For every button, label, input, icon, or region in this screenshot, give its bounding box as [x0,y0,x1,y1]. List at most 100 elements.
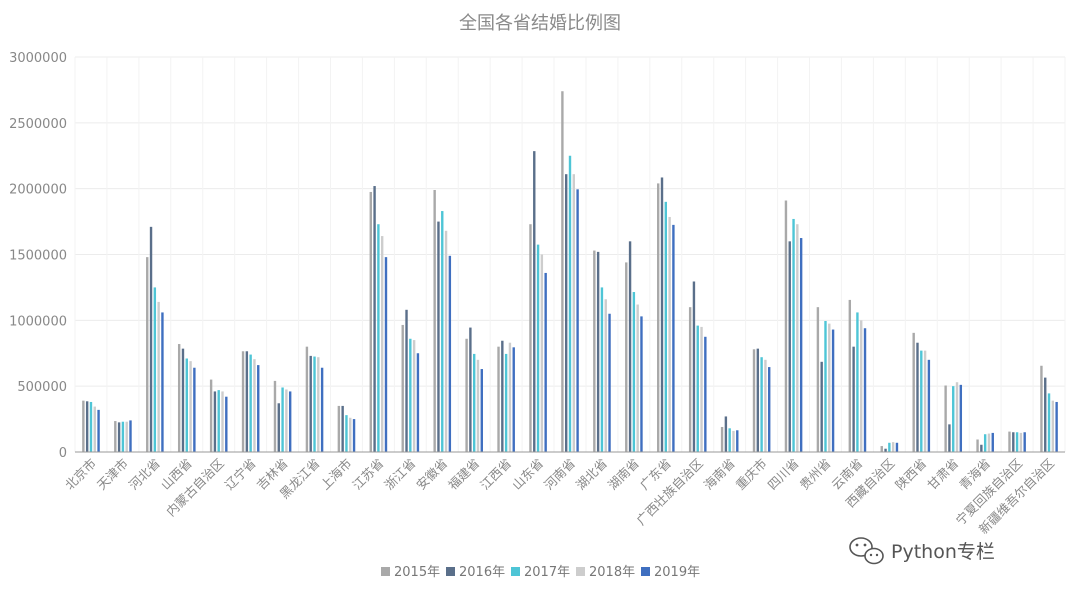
bar[interactable] [245,351,249,452]
bar[interactable] [959,384,963,452]
bar[interactable] [416,353,420,452]
bar[interactable] [114,421,117,452]
bar[interactable] [955,382,959,452]
bar[interactable] [504,353,508,452]
bar[interactable] [384,257,388,452]
bar[interactable] [161,312,164,452]
bar[interactable] [880,446,883,452]
bar[interactable] [916,342,919,452]
bar[interactable] [927,359,931,452]
bar[interactable] [93,406,96,452]
legend[interactable]: 2015年 2016年 2017年 2018年 2019年 [381,565,700,580]
bar[interactable] [241,351,245,452]
bar[interactable] [820,361,823,452]
bar[interactable] [692,281,696,452]
bar[interactable] [380,236,384,452]
bar[interactable] [512,347,515,452]
bar[interactable] [565,174,568,452]
bar[interactable] [85,401,89,452]
bar[interactable] [1023,432,1026,452]
bar[interactable] [185,358,188,452]
bar[interactable] [799,238,803,452]
bar[interactable] [281,387,284,452]
bar[interactable] [593,250,596,452]
bar[interactable] [912,332,915,452]
bar[interactable] [1044,377,1047,452]
bar[interactable] [448,255,452,452]
bar[interactable] [501,340,504,452]
bar[interactable] [465,338,468,452]
bar[interactable] [824,320,827,452]
bar[interactable] [1008,431,1011,452]
bar[interactable] [608,313,611,452]
bar[interactable] [472,353,476,452]
bar[interactable] [636,304,639,452]
bar[interactable] [700,326,703,452]
bar[interactable] [508,342,512,452]
bar[interactable] [121,421,125,452]
bar[interactable] [863,328,867,452]
bar[interactable] [724,416,728,452]
bar[interactable] [848,299,852,452]
bar[interactable] [948,424,951,452]
legend-item[interactable]: 2019年 [641,565,700,580]
bar[interactable] [309,355,312,452]
bar[interactable] [1012,432,1015,452]
bar[interactable] [225,396,228,452]
bar[interactable] [983,434,987,452]
bar[interactable] [536,244,540,452]
bar[interactable] [736,430,739,452]
bar[interactable] [640,316,643,452]
bar[interactable] [221,391,224,452]
bar[interactable] [696,325,699,452]
bar[interactable] [1015,432,1019,452]
bar[interactable] [828,323,831,452]
bar[interactable] [600,287,604,452]
bar[interactable] [349,417,352,452]
bar[interactable] [320,367,324,452]
bar[interactable] [249,354,252,452]
bar[interactable] [540,254,544,453]
bar[interactable] [277,403,280,452]
bar[interactable] [860,320,863,452]
bar[interactable] [497,346,500,452]
bar[interactable] [401,324,404,452]
bar[interactable] [888,442,891,452]
bar[interactable] [544,272,547,452]
bar[interactable] [305,346,309,452]
bar[interactable] [764,359,767,452]
bar[interactable] [285,389,288,452]
bar[interactable] [1051,400,1055,452]
bar[interactable] [688,307,692,452]
bar[interactable] [952,386,955,452]
bar[interactable] [980,444,983,452]
bar[interactable] [884,448,887,452]
legend-item[interactable]: 2015年 [381,565,440,580]
bar[interactable] [373,186,376,453]
bar[interactable] [217,390,220,452]
bar[interactable] [209,379,213,452]
bar[interactable] [181,348,185,452]
bar[interactable] [341,405,344,452]
bar[interactable] [784,200,788,452]
bar[interactable] [1047,393,1051,452]
bar[interactable] [533,151,536,452]
bar[interactable] [469,327,472,452]
bar[interactable] [856,312,859,452]
bar[interactable] [288,391,292,452]
bar[interactable] [345,415,348,452]
bar[interactable] [117,422,121,452]
bar[interactable] [568,155,572,452]
bar[interactable] [412,340,416,452]
bar[interactable] [625,262,628,452]
bar[interactable] [480,369,483,452]
bar[interactable] [125,421,128,452]
bar[interactable] [596,251,600,452]
bar[interactable] [529,224,532,452]
bar[interactable] [752,349,756,452]
bar[interactable] [213,391,217,452]
bar[interactable] [991,432,994,452]
bar[interactable] [377,224,380,452]
bar[interactable] [97,409,100,452]
bar[interactable] [660,177,664,452]
